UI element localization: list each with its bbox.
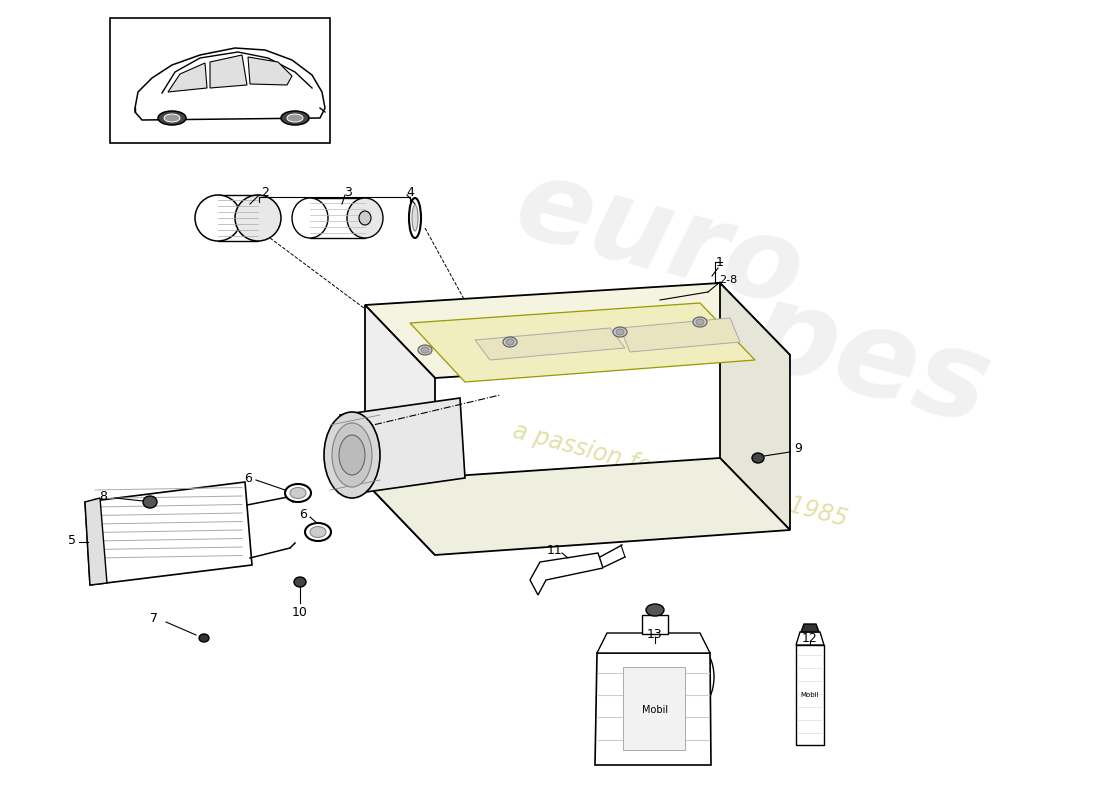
- Ellipse shape: [696, 319, 704, 325]
- Ellipse shape: [332, 423, 372, 487]
- Text: 1: 1: [716, 255, 724, 269]
- Ellipse shape: [503, 337, 517, 347]
- Polygon shape: [168, 63, 207, 92]
- Bar: [642, 615, 668, 634]
- Polygon shape: [597, 633, 710, 653]
- Text: 12: 12: [802, 631, 818, 645]
- Polygon shape: [365, 458, 790, 555]
- Ellipse shape: [235, 195, 280, 241]
- Ellipse shape: [287, 114, 303, 122]
- Polygon shape: [365, 305, 435, 555]
- Ellipse shape: [613, 327, 627, 337]
- Text: 5: 5: [68, 534, 76, 546]
- Ellipse shape: [616, 329, 624, 335]
- Ellipse shape: [421, 347, 429, 353]
- Polygon shape: [135, 48, 324, 120]
- Polygon shape: [365, 283, 790, 378]
- Polygon shape: [340, 398, 465, 495]
- Polygon shape: [720, 283, 790, 530]
- Text: Mobil: Mobil: [801, 692, 820, 698]
- Ellipse shape: [164, 114, 180, 122]
- Text: 9: 9: [794, 442, 802, 455]
- Ellipse shape: [310, 526, 326, 538]
- Ellipse shape: [346, 198, 383, 238]
- Polygon shape: [620, 318, 740, 352]
- Ellipse shape: [294, 577, 306, 587]
- Ellipse shape: [195, 195, 241, 241]
- Text: 13: 13: [647, 627, 663, 641]
- Polygon shape: [796, 645, 824, 745]
- Polygon shape: [248, 57, 292, 85]
- Text: 11: 11: [547, 543, 563, 557]
- Text: 8: 8: [99, 490, 107, 502]
- Text: 6: 6: [244, 471, 252, 485]
- Polygon shape: [623, 667, 685, 750]
- Ellipse shape: [324, 412, 380, 498]
- Ellipse shape: [693, 317, 707, 327]
- Polygon shape: [210, 55, 248, 88]
- Ellipse shape: [305, 523, 331, 541]
- Text: a passion for cars since 1985: a passion for cars since 1985: [510, 418, 850, 531]
- Text: Mobil: Mobil: [642, 705, 668, 715]
- Polygon shape: [410, 303, 755, 382]
- Polygon shape: [530, 553, 603, 595]
- Text: 10: 10: [293, 606, 308, 618]
- Ellipse shape: [158, 111, 186, 125]
- Ellipse shape: [339, 435, 365, 475]
- Polygon shape: [801, 624, 820, 632]
- Ellipse shape: [359, 211, 371, 225]
- Ellipse shape: [143, 496, 157, 508]
- Ellipse shape: [280, 111, 309, 125]
- Polygon shape: [595, 653, 711, 765]
- Text: 6: 6: [299, 507, 307, 521]
- Text: pes: pes: [737, 272, 1002, 448]
- Bar: [110, 18, 330, 143]
- Ellipse shape: [292, 198, 328, 238]
- Text: euro: euro: [504, 149, 816, 331]
- Polygon shape: [85, 498, 107, 585]
- Text: 4: 4: [406, 186, 414, 198]
- Ellipse shape: [409, 198, 421, 238]
- Ellipse shape: [412, 205, 418, 231]
- Polygon shape: [475, 328, 625, 360]
- Polygon shape: [310, 198, 365, 238]
- Ellipse shape: [506, 339, 514, 345]
- Ellipse shape: [418, 345, 432, 355]
- Polygon shape: [218, 195, 258, 241]
- Polygon shape: [796, 632, 824, 645]
- Text: 3: 3: [344, 186, 352, 198]
- Ellipse shape: [646, 604, 664, 616]
- Polygon shape: [85, 482, 252, 585]
- Ellipse shape: [752, 453, 764, 463]
- Text: 2: 2: [261, 186, 268, 198]
- Text: 2-8: 2-8: [719, 275, 737, 285]
- Ellipse shape: [199, 634, 209, 642]
- Ellipse shape: [285, 484, 311, 502]
- Ellipse shape: [290, 487, 306, 498]
- Text: 7: 7: [150, 613, 158, 626]
